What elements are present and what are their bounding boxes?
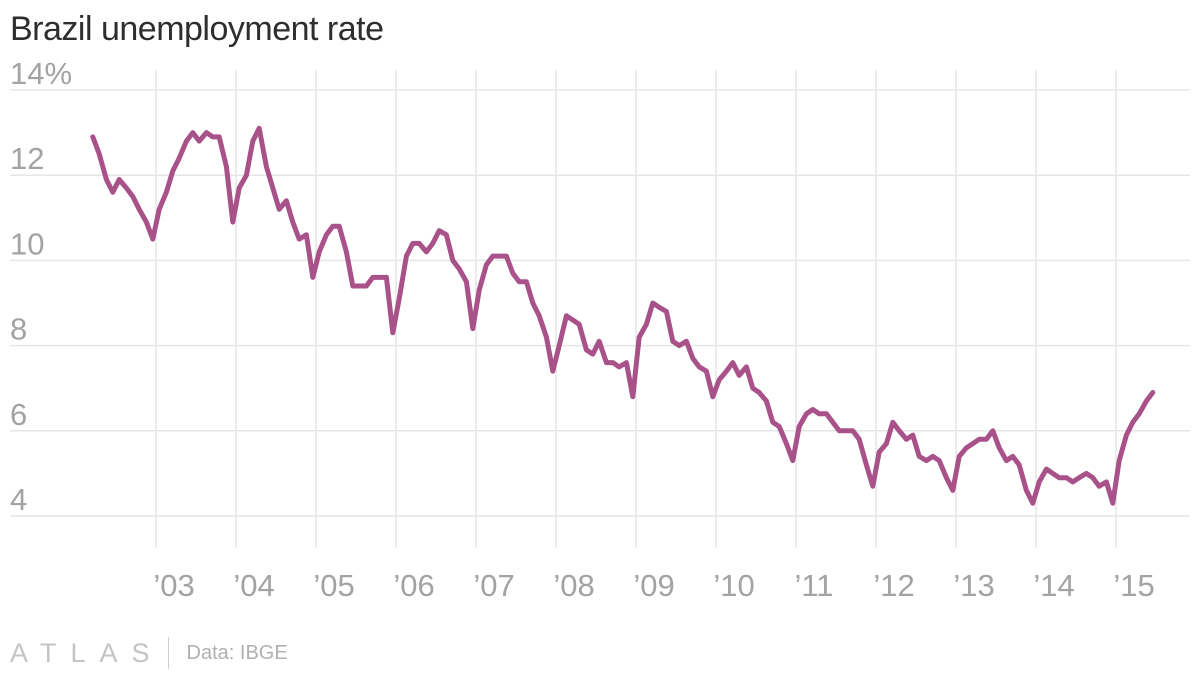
series-layer <box>90 125 1156 506</box>
y-tick-label: 10 <box>10 226 44 261</box>
x-tick-label: ’07 <box>473 568 514 603</box>
x-tick-label: ’14 <box>1033 568 1074 603</box>
footer-divider <box>167 637 169 669</box>
x-tick-label: ’15 <box>1113 568 1154 603</box>
y-tick-label: 14% <box>10 56 72 91</box>
x-tick-label: ’06 <box>393 568 434 603</box>
x-tick-label: ’11 <box>794 568 833 603</box>
x-tick-label: ’10 <box>713 568 754 603</box>
data-source: Data: IBGE <box>186 641 288 664</box>
x-tick-label: ’09 <box>633 568 674 603</box>
x-tick-label: ’03 <box>153 568 194 603</box>
atlas-logo: ATLAS <box>10 637 164 668</box>
y-tick-label: 6 <box>10 397 27 432</box>
x-tick-label: ’08 <box>553 568 594 603</box>
y-axis: 4 6 8 10 12 14% <box>10 56 72 517</box>
x-axis: ’03 ’04 ’05 ’06 ’07 ’08 ’09 ’10 ’11 ’12 ’13 ’14 ’15 <box>153 568 1154 603</box>
x-tick-label: ’13 <box>953 568 994 603</box>
y-tick-label: 8 <box>10 312 27 347</box>
y-tick-label: 4 <box>10 482 27 517</box>
x-tick-label: ’05 <box>313 568 354 603</box>
series-line <box>90 125 1156 506</box>
x-tick-label: ’12 <box>873 568 914 603</box>
x-tick-label: ’04 <box>233 568 274 603</box>
chart-title: Brazil unemployment rate <box>10 10 384 48</box>
footer: ATLAS Data: IBGE <box>10 636 288 670</box>
y-tick-label: 12 <box>10 141 44 176</box>
